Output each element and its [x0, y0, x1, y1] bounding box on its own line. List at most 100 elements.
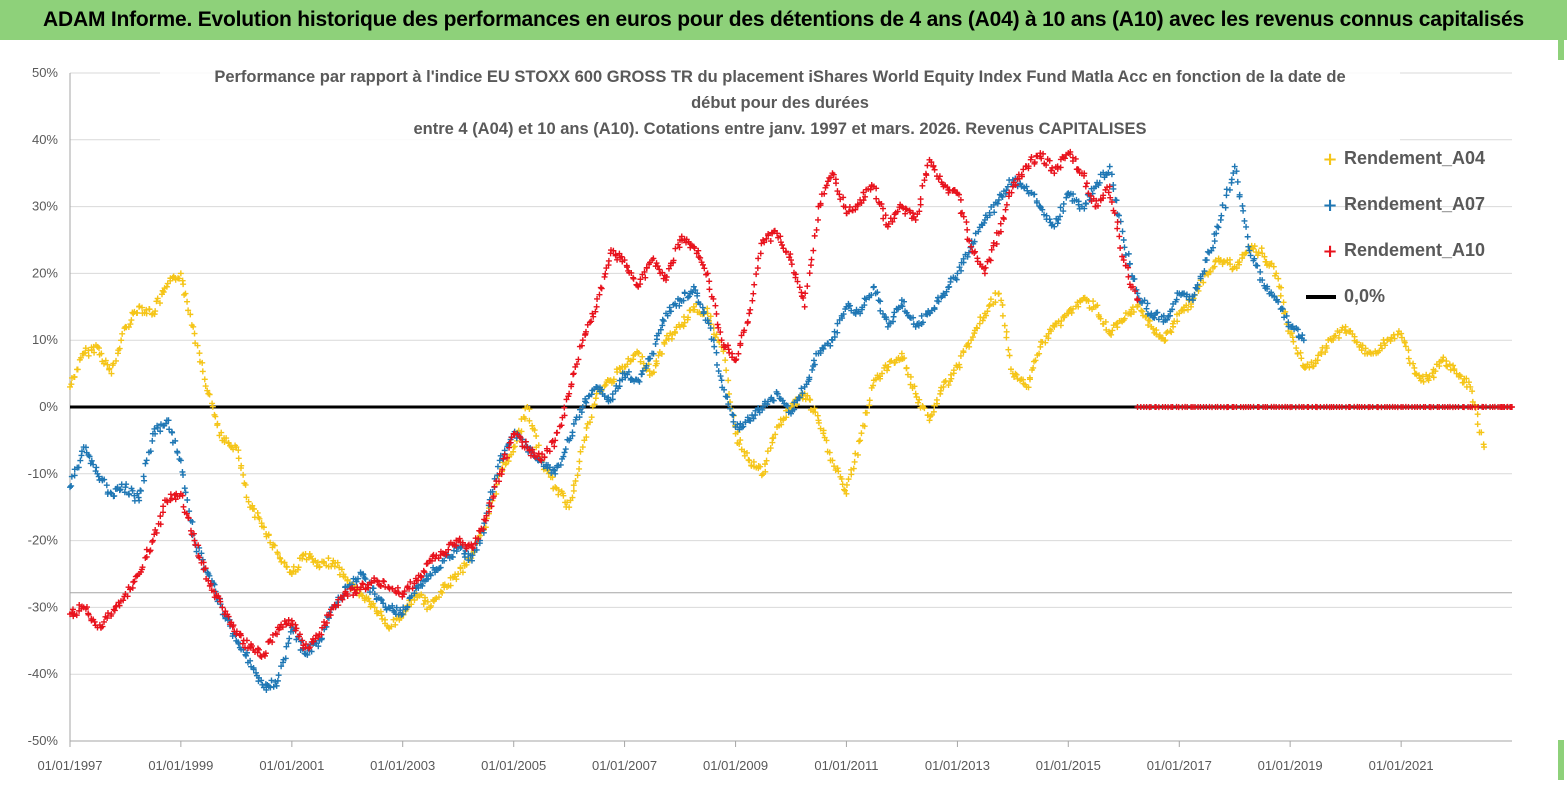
data-point-fill: [1197, 275, 1204, 282]
data-point-fill: [811, 361, 818, 368]
data-point-fill: [196, 554, 203, 561]
data-point-fill: [750, 415, 757, 422]
data-point-fill: [591, 401, 598, 408]
data-point-fill: [1236, 259, 1243, 266]
data-point: [1189, 297, 1196, 304]
data-point-fill: [717, 329, 724, 336]
data-point-fill: [68, 482, 75, 489]
data-point-fill: [780, 245, 787, 252]
data-point-fill: [726, 349, 733, 356]
data-point-fill: [1362, 345, 1369, 352]
data-point-fill: [495, 478, 502, 485]
data-point-fill: [152, 430, 159, 437]
data-point-fill: [960, 255, 967, 262]
chart-title-line-2: début pour des durées: [691, 94, 869, 112]
data-point-fill: [787, 251, 794, 258]
chart-title: Performance par rapport à l'indice EU ST…: [160, 64, 1400, 142]
data-point-fill: [724, 394, 731, 401]
x-tick-label: 01/01/2001: [259, 758, 324, 773]
data-point-fill: [614, 256, 621, 263]
data-point-fill: [551, 443, 558, 450]
data-point-fill: [1108, 198, 1115, 205]
data-point: [288, 571, 295, 577]
data-point-fill: [77, 457, 84, 464]
data-point-fill: [605, 257, 612, 264]
data-point-fill: [157, 521, 164, 528]
data-point: [385, 604, 392, 611]
data-point-fill: [153, 529, 160, 536]
data-point: [1467, 383, 1474, 390]
data-point-fill: [800, 294, 807, 301]
data-point-fill: [1223, 192, 1230, 199]
data-point-fill: [315, 643, 322, 650]
data-point-fill: [139, 564, 146, 571]
data-point-fill: [762, 468, 769, 475]
data-point: [274, 550, 281, 557]
data-point: [870, 283, 877, 290]
data-point-fill: [560, 453, 567, 460]
data-point-fill: [1002, 206, 1009, 213]
data-point-fill: [943, 288, 950, 295]
data-point-fill: [508, 434, 515, 441]
x-tick-label: 01/01/2007: [592, 758, 657, 773]
data-point-fill: [921, 177, 928, 184]
data-point-fill: [437, 564, 444, 571]
data-point-fill: [763, 457, 770, 464]
data-point-fill: [834, 329, 841, 336]
data-point-fill: [998, 297, 1005, 304]
data-point-fill: [392, 621, 399, 628]
data-point-fill: [116, 602, 123, 609]
data-point: [566, 504, 573, 511]
data-point-fill: [979, 317, 986, 324]
data-point-fill: [661, 340, 668, 347]
data-point-fill: [868, 291, 875, 298]
data-point-fill: [1063, 194, 1070, 201]
data-point-fill: [258, 677, 265, 684]
data-point-fill: [767, 445, 774, 452]
data-point-fill: [741, 327, 748, 334]
data-point-fill: [570, 482, 577, 489]
data-point-fill: [242, 481, 249, 488]
data-point-fill: [470, 545, 477, 552]
data-point: [371, 591, 378, 598]
data-point-fill: [240, 471, 247, 478]
data-point-fill: [179, 492, 186, 499]
data-point-fill: [923, 172, 930, 179]
data-point-fill: [111, 492, 118, 499]
data-point-fill: [321, 619, 328, 626]
x-tick-label: 01/01/2021: [1369, 758, 1434, 773]
data-point-fill: [1218, 212, 1225, 219]
data-point-fill: [1121, 315, 1128, 322]
data-point-fill: [581, 437, 588, 444]
data-point-fill: [104, 610, 111, 617]
data-point-fill: [1304, 361, 1311, 368]
data-point-fill: [935, 298, 942, 305]
data-point-fill: [753, 271, 760, 278]
data-point: [274, 677, 281, 684]
data-point-fill: [1241, 217, 1248, 224]
data-point-fill: [373, 577, 380, 584]
data-point-fill: [902, 205, 909, 212]
data-point-fill: [1233, 265, 1240, 272]
data-point: [1106, 183, 1113, 190]
data-point-fill: [812, 409, 819, 416]
data-point-fill: [1026, 376, 1033, 383]
data-point-fill: [658, 350, 665, 357]
data-point-fill: [435, 594, 442, 601]
data-point-fill: [1227, 261, 1234, 268]
data-point-fill: [815, 216, 822, 223]
data-point-fill: [587, 419, 594, 426]
data-point-fill: [1358, 347, 1365, 354]
data-point-fill: [98, 350, 105, 357]
data-point-fill: [1082, 183, 1089, 190]
data-point-fill: [295, 564, 302, 571]
data-point-fill: [204, 387, 211, 394]
data-point-fill: [379, 615, 386, 622]
data-point-fill: [767, 238, 774, 245]
data-point-fill: [1436, 363, 1443, 370]
data-point: [1051, 170, 1058, 177]
data-point-fill: [802, 290, 809, 297]
data-point-fill: [862, 193, 869, 200]
data-point: [829, 457, 836, 464]
data-point-fill: [181, 485, 188, 492]
